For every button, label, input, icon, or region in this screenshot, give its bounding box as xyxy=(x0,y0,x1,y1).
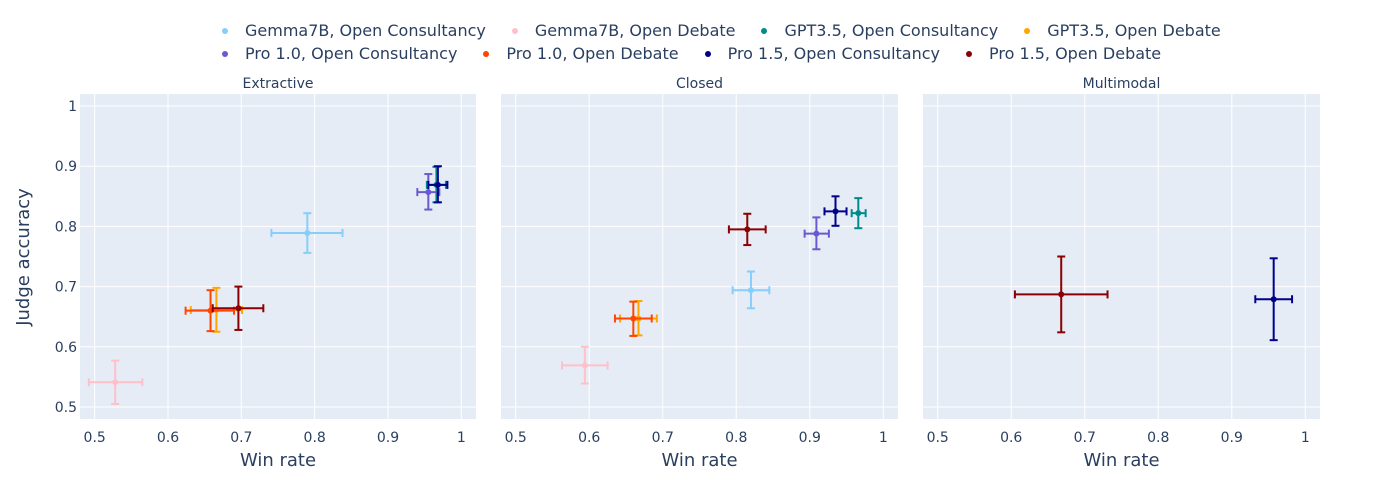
panel-multimodal: 0.5 0.6 0.7 0.8 0.9 1 Multimodal Win rate xyxy=(923,76,1320,471)
legend-label: GPT3.5, Open Debate xyxy=(1047,21,1221,40)
x-tick-label: 0.5 xyxy=(505,430,527,446)
legend-item[interactable]: Pro 1.5, Open Debate xyxy=(966,44,1161,63)
point-marker xyxy=(434,181,441,188)
y-tick-label: 0.7 xyxy=(55,280,77,296)
panel-closed: 0.5 0.6 0.7 0.8 0.9 1 Closed Win rate xyxy=(501,76,898,471)
x-tick-label: 0.6 xyxy=(578,430,600,446)
y-tick-label: 0.6 xyxy=(55,340,77,356)
y-tick-label: 0.5 xyxy=(55,400,77,416)
x-tick-label: 0.8 xyxy=(725,430,747,446)
y-tick-label: 0.8 xyxy=(55,219,77,235)
data-point xyxy=(613,300,653,337)
point-marker xyxy=(425,189,432,196)
point-marker xyxy=(235,305,242,312)
point-marker xyxy=(747,287,754,294)
x-axis-label: Win rate xyxy=(661,450,737,471)
legend-item[interactable]: Gemma7B, Open Debate xyxy=(511,21,736,40)
data-point xyxy=(727,212,767,247)
x-axis-label: Win rate xyxy=(1083,450,1159,471)
legend-label: Pro 1.0, Open Consultancy xyxy=(245,44,458,63)
legend-marker-icon xyxy=(966,50,972,57)
legend-label: GPT3.5, Open Consultancy xyxy=(784,21,999,40)
legend-marker-icon xyxy=(222,27,228,34)
legend-label: Pro 1.5, Open Consultancy xyxy=(727,44,940,63)
panel-title: Extractive xyxy=(243,76,314,92)
legend-item[interactable]: Pro 1.5, Open Consultancy xyxy=(704,44,940,63)
legend-item[interactable]: Pro 1.0, Open Consultancy xyxy=(222,44,457,63)
plot-area xyxy=(923,94,1320,419)
x-tick-label: 0.7 xyxy=(230,430,252,446)
x-tick-label: 1 xyxy=(457,430,466,446)
legend-marker-icon xyxy=(704,50,711,57)
x-tick-label: 0.7 xyxy=(1074,430,1096,446)
plot-area xyxy=(80,94,476,419)
legend-label: Pro 1.5, Open Debate xyxy=(989,44,1162,63)
x-tick-label: 0.7 xyxy=(652,430,674,446)
point-marker xyxy=(630,315,637,322)
x-tick-label: 0.8 xyxy=(304,430,326,446)
data-point xyxy=(561,345,609,385)
point-marker xyxy=(112,379,119,386)
point-marker xyxy=(744,226,751,233)
legend-label: Gemma7B, Open Consultancy xyxy=(245,21,486,40)
point-marker xyxy=(855,210,862,217)
data-point xyxy=(803,216,830,251)
y-tick-label: 0.9 xyxy=(55,159,77,175)
x-tick-label: 1 xyxy=(879,430,888,446)
x-tick-label: 0.9 xyxy=(799,430,821,446)
x-axis-label: Win rate xyxy=(240,450,316,471)
point-marker xyxy=(304,230,311,237)
x-tick-label: 0.9 xyxy=(1221,430,1243,446)
data-point xyxy=(270,212,344,254)
x-tick-label: 0.6 xyxy=(157,430,179,446)
legend-row: Pro 1.0, Open Consultancy Pro 1.0, Open D… xyxy=(222,44,1187,63)
data-point xyxy=(823,195,848,227)
panel-extractive: 0.5 0.6 0.7 0.8 0.9 1 0.5 0.6 0.7 0.8 0.9 1 Extracti… xyxy=(55,76,476,471)
legend-marker-icon xyxy=(222,50,228,57)
data-point xyxy=(211,285,265,331)
data-point xyxy=(731,270,771,310)
data-point xyxy=(87,359,144,405)
y-axis-label: Judge accuracy xyxy=(13,188,34,327)
legend-marker-icon xyxy=(1024,27,1031,34)
data-point xyxy=(1013,255,1109,334)
data-point xyxy=(1254,257,1294,342)
x-tick-label: 1 xyxy=(1301,430,1310,446)
x-tick-label: 0.5 xyxy=(84,430,106,446)
legend-marker-icon xyxy=(761,27,768,34)
legend-marker-icon xyxy=(511,27,518,34)
legend-label: Pro 1.0, Open Debate xyxy=(506,44,679,63)
point-marker xyxy=(813,230,820,237)
x-tick-label: 0.8 xyxy=(1147,430,1169,446)
legend-row: Gemma7B, Open Consultancy Gemma7B, Open D… xyxy=(222,21,1247,40)
legend-item[interactable]: GPT3.5, Open Debate xyxy=(1024,21,1221,40)
data-point xyxy=(184,289,235,333)
point-marker xyxy=(1270,296,1277,303)
y-tick-label: 1 xyxy=(68,99,77,115)
legend-item[interactable]: Pro 1.0, Open Debate xyxy=(483,44,679,63)
point-marker xyxy=(581,362,588,369)
point-marker xyxy=(832,208,839,215)
legend-marker-icon xyxy=(483,50,490,57)
point-marker xyxy=(1058,291,1065,298)
data-point xyxy=(416,173,441,211)
plot-area xyxy=(501,94,898,419)
data-point xyxy=(427,165,449,204)
x-tick-label: 0.5 xyxy=(927,430,949,446)
data-point xyxy=(850,197,867,230)
x-tick-label: 0.9 xyxy=(377,430,399,446)
panel-title: Multimodal xyxy=(1083,76,1161,92)
legend-item[interactable]: GPT3.5, Open Consultancy xyxy=(761,21,998,40)
legend-item[interactable]: Gemma7B, Open Consultancy xyxy=(222,21,486,40)
panel-title: Closed xyxy=(676,76,723,92)
legend-label: Gemma7B, Open Debate xyxy=(534,21,736,40)
x-tick-label: 0.6 xyxy=(1000,430,1022,446)
